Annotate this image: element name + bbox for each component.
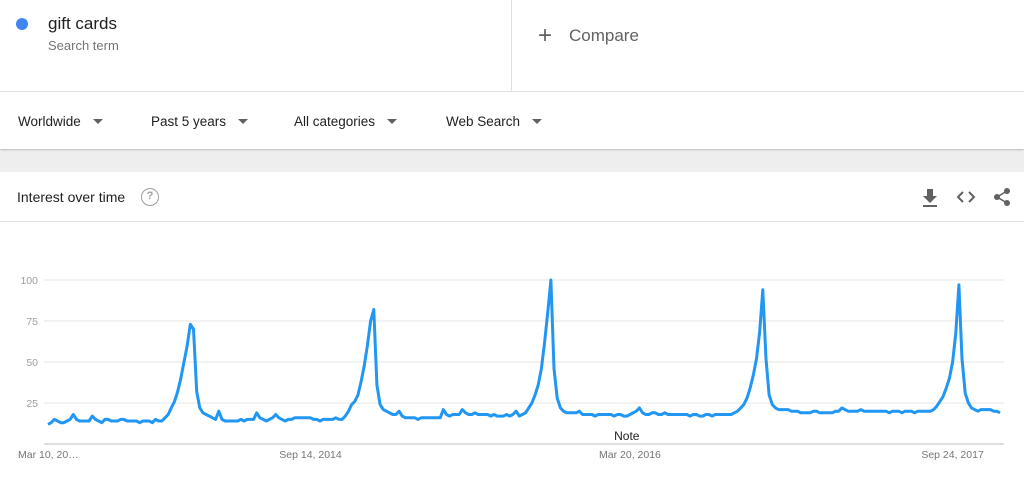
interest-chart: 25 50 75 100 Note Mar 10, 20… Sep 14, 2014 Mar … — [0, 221, 1024, 486]
compare-label: Compare — [569, 26, 639, 45]
y-tick-label: 100 — [20, 275, 38, 287]
help-icon[interactable]: ? — [141, 188, 159, 206]
compare-button[interactable]: + Compare — [536, 24, 639, 48]
term-type-label: Search term — [48, 38, 119, 53]
interest-over-time-panel: Interest over time ? — [0, 172, 1024, 486]
region-value: Worldwide — [18, 113, 81, 129]
dropdown-arrow-icon — [92, 118, 103, 124]
search-term-card[interactable]: gift cards Search term — [0, 0, 512, 92]
search-term-bar: gift cards Search term + Compare — [0, 0, 1024, 92]
x-tick-label: Sep 14, 2014 — [279, 449, 342, 461]
x-tick-label: Sep 24, 2017 — [921, 449, 984, 461]
chart-note-label: Note — [614, 429, 640, 443]
download-icon[interactable] — [919, 186, 941, 208]
plus-icon: + — [537, 22, 552, 49]
search-property-dropdown[interactable]: Web Search — [446, 112, 543, 130]
category-dropdown[interactable]: All categories — [294, 112, 398, 130]
section-divider — [0, 152, 1024, 172]
time-range-dropdown[interactable]: Past 5 years — [151, 112, 249, 130]
y-tick-label: 25 — [26, 398, 38, 410]
filter-bar: Worldwide Past 5 years All categories We… — [0, 92, 1024, 150]
search-property-value: Web Search — [446, 113, 521, 129]
x-tick-label: Mar 20, 2016 — [599, 449, 661, 461]
embed-code-icon[interactable] — [955, 186, 977, 208]
series-line — [47, 278, 1001, 426]
panel-title: Interest over time — [17, 189, 126, 205]
dropdown-arrow-icon — [532, 118, 543, 124]
panel-header: Interest over time ? — [0, 172, 1024, 222]
region-dropdown[interactable]: Worldwide — [18, 112, 103, 130]
term-color-dot — [16, 18, 28, 30]
dropdown-arrow-icon — [387, 118, 398, 124]
time-range-value: Past 5 years — [151, 113, 227, 129]
share-icon[interactable] — [991, 186, 1013, 208]
dropdown-arrow-icon — [238, 118, 249, 124]
x-tick-label: Mar 10, 20… — [18, 449, 79, 461]
line-chart: 25 50 75 100 Note Mar 10, 20… Sep 14, 2014 Mar … — [18, 275, 1004, 461]
term-name: gift cards — [48, 14, 117, 33]
category-value: All categories — [294, 113, 376, 129]
y-tick-label: 75 — [26, 316, 38, 328]
y-tick-label: 50 — [26, 357, 38, 369]
